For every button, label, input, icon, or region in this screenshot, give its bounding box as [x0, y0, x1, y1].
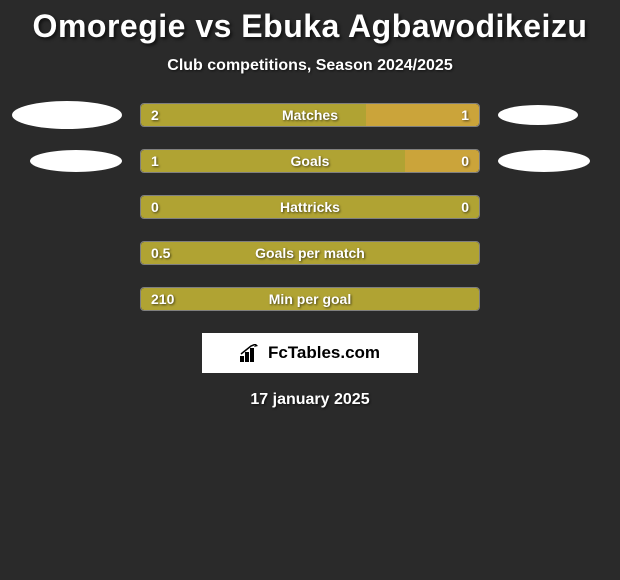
stat-bar: 0 Hattricks 0 — [140, 195, 480, 219]
stat-bar: 1 Goals 0 — [140, 149, 480, 173]
chart-icon — [240, 344, 262, 362]
bar-segment-left — [141, 150, 405, 172]
value-left: 0.5 — [151, 245, 170, 261]
stats-rows: 2 Matches 1 1 Goals 0 0 Hattricks 0 0.5 Goals per … — [0, 103, 620, 311]
value-right: 0 — [461, 153, 469, 169]
comparison-infographic: Omoregie vs Ebuka Agbawodikeizu Club com… — [0, 0, 620, 409]
stat-row: 0 Hattricks 0 — [0, 195, 620, 219]
oval-left — [30, 150, 122, 172]
oval-right — [498, 150, 590, 172]
stat-row: 2 Matches 1 — [0, 103, 620, 127]
date-label: 17 january 2025 — [0, 391, 620, 409]
value-left: 1 — [151, 153, 159, 169]
subtitle: Club competitions, Season 2024/2025 — [0, 57, 620, 75]
stat-row: 0.5 Goals per match — [0, 241, 620, 265]
stat-label: Goals — [291, 153, 330, 169]
logo-text: FcTables.com — [268, 343, 380, 363]
stat-label: Matches — [282, 107, 338, 123]
value-right: 1 — [461, 107, 469, 123]
stat-label: Hattricks — [280, 199, 340, 215]
value-left: 2 — [151, 107, 159, 123]
oval-right — [498, 105, 578, 125]
stat-row: 210 Min per goal — [0, 287, 620, 311]
stat-bar: 0.5 Goals per match — [140, 241, 480, 265]
value-left: 210 — [151, 291, 174, 307]
stat-row: 1 Goals 0 — [0, 149, 620, 173]
value-right: 0 — [461, 199, 469, 215]
logo-box: FcTables.com — [202, 333, 418, 373]
stat-bar: 210 Min per goal — [140, 287, 480, 311]
stat-bar: 2 Matches 1 — [140, 103, 480, 127]
stat-label: Goals per match — [255, 245, 365, 261]
value-left: 0 — [151, 199, 159, 215]
oval-left — [12, 101, 122, 129]
page-title: Omoregie vs Ebuka Agbawodikeizu — [0, 8, 620, 45]
stat-label: Min per goal — [269, 291, 351, 307]
